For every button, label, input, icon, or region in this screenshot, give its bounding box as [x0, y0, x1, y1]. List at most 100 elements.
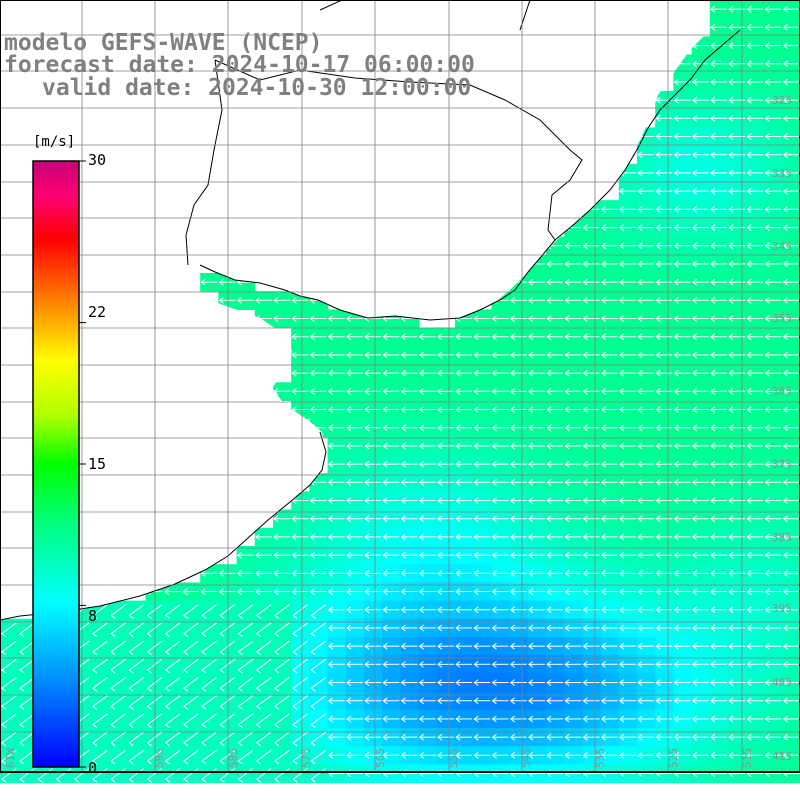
wind-arrow — [255, 622, 272, 637]
wind-arrow — [782, 551, 800, 559]
lat-lon-grid — [0, 0, 800, 772]
wind-arrow — [673, 351, 691, 359]
wind-arrow — [437, 442, 454, 450]
wind-arrow — [364, 588, 382, 595]
wind-arrow — [509, 351, 527, 359]
wind-arrow — [600, 533, 618, 541]
wind-arrow — [1, 640, 17, 656]
wind-arrow — [673, 661, 691, 668]
wind-arrow — [437, 460, 454, 468]
wind-arrow — [491, 333, 509, 341]
wind-arrow — [473, 551, 491, 559]
wind-arrow — [528, 642, 545, 650]
wind-arrow — [346, 497, 363, 504]
wind-arrow — [728, 96, 746, 104]
wind-arrow — [274, 622, 290, 637]
wind-arrow — [491, 351, 509, 359]
wind-arrow — [164, 640, 181, 656]
wind-arrow — [691, 242, 709, 250]
wind-arrow — [491, 442, 509, 450]
wind-arrow — [473, 642, 491, 650]
wind-arrow — [600, 642, 618, 650]
wind-arrow — [546, 442, 564, 450]
wind-arrow — [110, 640, 126, 656]
wind-arrow — [746, 206, 764, 213]
wind-arrow — [600, 479, 618, 486]
wind-arrow — [637, 752, 655, 759]
wind-arrow — [619, 715, 636, 723]
wind-arrow — [255, 533, 272, 541]
wind-arrow — [291, 551, 309, 559]
wind-arrow — [673, 733, 691, 741]
wind-arrow — [655, 715, 673, 723]
wind-arrow — [746, 169, 764, 177]
wind-arrow — [491, 315, 509, 322]
wind-arrow — [183, 731, 199, 747]
wind-arrow — [710, 588, 727, 595]
wind-arrow — [746, 42, 764, 49]
wind-arrow — [255, 551, 272, 559]
wind-arrow — [382, 406, 400, 413]
wind-arrow — [455, 715, 473, 723]
wind-arrow — [655, 424, 673, 432]
wind-arrow — [509, 515, 527, 523]
wind-arrow — [273, 570, 291, 577]
colorbar-unit-label: [m/s] — [33, 134, 76, 150]
wind-arrow — [728, 515, 746, 523]
wind-arrow — [491, 752, 509, 759]
wind-arrow — [637, 169, 655, 177]
wind-arrow — [582, 733, 600, 741]
wind-arrow — [637, 570, 655, 577]
wind-arrow — [327, 752, 345, 759]
wind-arrow — [546, 297, 564, 304]
wind-arrow — [546, 497, 564, 504]
wind-arrow — [310, 622, 326, 637]
colorbar-ticks — [79, 160, 86, 768]
latitude-labels: 325 335 345 355 365 375 385 395 405 415 — [772, 94, 792, 763]
wind-arrow — [509, 697, 527, 705]
wind-arrow — [219, 622, 235, 637]
wind-arrow — [746, 151, 764, 159]
wind-arrow — [564, 315, 582, 322]
wind-arrow — [746, 24, 764, 31]
wind-arrow — [528, 333, 545, 341]
wind-arrow — [673, 570, 691, 577]
wind-arrow — [237, 640, 254, 656]
wind-arrow — [746, 697, 764, 705]
wind-arrow — [291, 388, 309, 395]
wind-arrow — [691, 369, 709, 377]
wind-arrow — [92, 604, 108, 619]
wind-arrow — [382, 715, 400, 723]
wind-arrow — [582, 679, 600, 686]
wind-arrow — [310, 677, 326, 692]
wind-arrow — [218, 297, 236, 304]
wind-arrow — [509, 588, 527, 595]
wind-arrow — [746, 333, 764, 341]
lat-label: 325 — [772, 94, 792, 107]
wind-arrow — [219, 749, 235, 765]
wind-arrow — [728, 78, 746, 86]
wind-arrow — [364, 351, 382, 359]
wind-arrow — [292, 713, 308, 728]
wind-arrow — [564, 752, 582, 759]
wind-arrow — [455, 533, 473, 541]
wind-arrow — [728, 442, 746, 450]
wind-arrow — [491, 515, 509, 523]
wind-arrow — [691, 533, 709, 541]
wind-arrow — [546, 351, 564, 359]
wind-arrow — [418, 624, 436, 632]
wind-arrow — [55, 768, 72, 783]
wind-arrow — [182, 588, 200, 595]
wind-arrow — [200, 570, 218, 577]
wind-arrow — [73, 768, 90, 783]
wind-arrow — [110, 749, 126, 765]
wind-arrow — [600, 369, 618, 377]
wind-arrow — [237, 604, 254, 619]
wind-arrow — [364, 333, 382, 341]
wind-arrow — [691, 697, 709, 705]
wind-arrow — [782, 278, 800, 286]
wind-arrow — [764, 78, 782, 86]
wind-arrow — [183, 640, 199, 656]
wind-arrow — [619, 624, 636, 632]
wind-arrow — [418, 715, 436, 723]
